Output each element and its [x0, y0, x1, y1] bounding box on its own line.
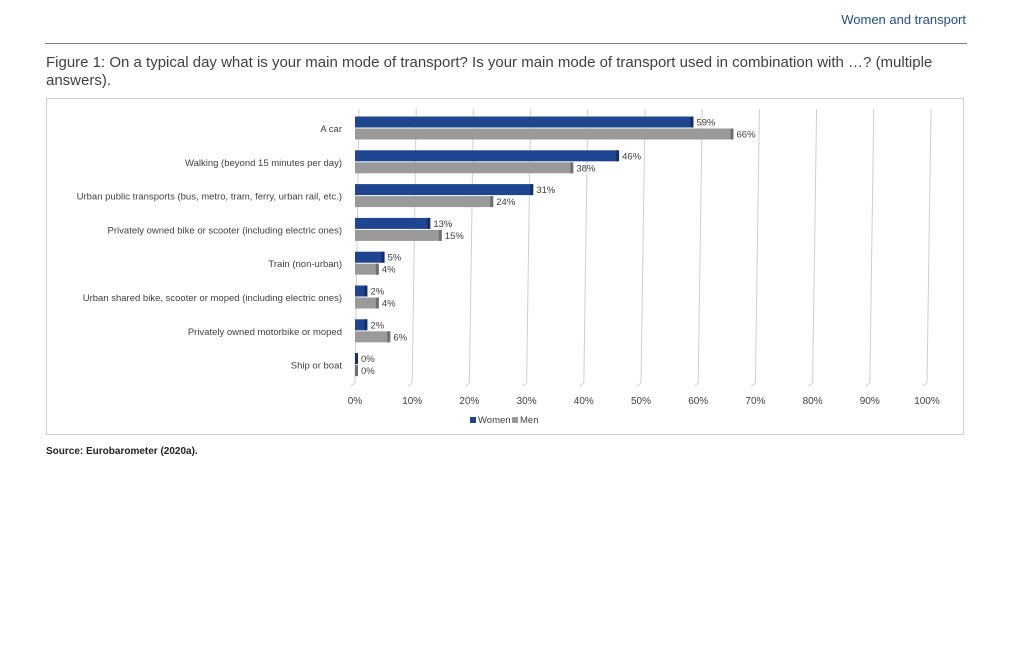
- bar-chart: 0% 10% 20% 30% 40% 50% 60% 70% 80% 90% 100% A car 59…: [77, 108, 940, 426]
- bar-women: [355, 319, 367, 331]
- bar-men-edge: [438, 229, 442, 241]
- gridline: [583, 108, 589, 384]
- figure-caption: Figure 1: On a typical day what is your …: [46, 54, 933, 89]
- legend-swatch-men: [512, 417, 518, 423]
- legend-swatch-women: [470, 417, 476, 423]
- bar-women-edge: [381, 251, 385, 263]
- bar-men-edge: [490, 196, 494, 208]
- gridline-foot: [865, 382, 871, 387]
- gridline: [697, 108, 703, 384]
- bar-women: [355, 150, 619, 162]
- bar-women-edge: [364, 319, 368, 331]
- bar-women-edge: [530, 184, 534, 196]
- bar-men-edge: [387, 331, 391, 343]
- gridline: [411, 108, 417, 384]
- bar-men: [355, 331, 390, 343]
- data-label-women: 2%: [370, 287, 384, 298]
- bar-men-edge: [730, 128, 734, 140]
- gridline: [640, 108, 646, 384]
- bar-women-edge: [616, 150, 620, 162]
- gridline: [869, 108, 875, 384]
- category-label: Privately owned bike or scooter (includi…: [108, 225, 342, 236]
- bar-men: [355, 128, 733, 140]
- data-label-men: 15%: [445, 231, 465, 242]
- gridline-foot: [693, 382, 699, 387]
- data-label-men: 4%: [382, 265, 396, 276]
- legend-label-women: Women: [478, 415, 511, 426]
- source-note: Source: Eurobarometer (2020a).: [46, 446, 198, 457]
- data-label-women: 2%: [370, 320, 384, 331]
- bar-women-edge: [355, 353, 358, 365]
- bar-men-edge: [570, 162, 574, 174]
- x-tick-label: 40%: [574, 396, 594, 407]
- x-tick-label: 10%: [402, 396, 422, 407]
- bar-men: [355, 297, 378, 309]
- gridline: [526, 108, 532, 384]
- category-label: Urban public transports (bus, metro, tra…: [77, 192, 342, 203]
- gridline-foot: [636, 382, 642, 387]
- x-tick-label: 80%: [803, 396, 823, 407]
- bar-women-edge: [364, 285, 368, 297]
- data-label-women: 13%: [433, 219, 453, 230]
- bar-men-edge: [355, 365, 358, 377]
- bar-women-edge: [690, 116, 694, 128]
- data-label-men: 66%: [737, 130, 757, 141]
- x-tick-label: 100%: [914, 396, 940, 407]
- gridline: [926, 108, 932, 384]
- x-tick-label: 60%: [688, 396, 708, 407]
- gridline-foot: [751, 382, 756, 387]
- header-title: Women and transport: [841, 12, 966, 27]
- bar-women: [355, 251, 384, 263]
- gridline: [754, 108, 760, 384]
- data-label-men: 6%: [393, 332, 407, 343]
- data-label-women: 31%: [536, 185, 556, 196]
- legend-label-men: Men: [520, 415, 538, 426]
- bar-men: [355, 229, 441, 241]
- x-tick-label: 0%: [348, 396, 363, 407]
- data-label-women: 46%: [622, 151, 642, 162]
- bar-women: [355, 285, 367, 297]
- data-label-men: 4%: [382, 299, 396, 310]
- gridline-foot: [579, 382, 585, 387]
- data-label-men: 38%: [576, 163, 596, 174]
- bar-men: [355, 263, 378, 275]
- data-label-men: 24%: [496, 197, 516, 208]
- bar-women: [355, 217, 430, 229]
- data-label-women: 0%: [361, 354, 375, 365]
- x-tick-label: 50%: [631, 396, 651, 407]
- gridline-foot: [465, 382, 470, 387]
- x-tick-label: 70%: [745, 396, 765, 407]
- data-label-women: 5%: [388, 253, 402, 264]
- data-label-men: 0%: [361, 366, 375, 377]
- bar-men-edge: [375, 263, 379, 275]
- bar-men: [355, 196, 493, 208]
- bar-women: [355, 184, 533, 196]
- bar-men: [355, 162, 573, 174]
- category-label: Urban shared bike, scooter or moped (inc…: [83, 293, 342, 304]
- bar-women: [355, 116, 693, 128]
- category-label: Train (non-urban): [268, 259, 342, 270]
- x-tick-label: 20%: [459, 396, 479, 407]
- gridline-foot: [350, 382, 356, 387]
- gridline-foot: [808, 382, 813, 387]
- bar-women-edge: [427, 217, 431, 229]
- category-label: Ship or boat: [291, 361, 343, 372]
- x-tick-label: 90%: [860, 396, 880, 407]
- gridline: [468, 108, 474, 384]
- category-label: A car: [320, 124, 342, 135]
- x-tick-label: 30%: [517, 396, 537, 407]
- gridline: [812, 108, 818, 384]
- data-label-women: 59%: [696, 118, 716, 129]
- chart-frame: 0% 10% 20% 30% 40% 50% 60% 70% 80% 90% 100% A car 59…: [46, 98, 964, 435]
- gridline-foot: [407, 382, 413, 387]
- category-label: Walking (beyond 15 minutes per day): [185, 158, 342, 169]
- header-divider: [45, 43, 967, 44]
- gridline-foot: [922, 382, 928, 387]
- gridline-foot: [522, 382, 527, 387]
- category-label: Privately owned motorbike or moped: [188, 327, 342, 338]
- bar-men-edge: [375, 297, 379, 309]
